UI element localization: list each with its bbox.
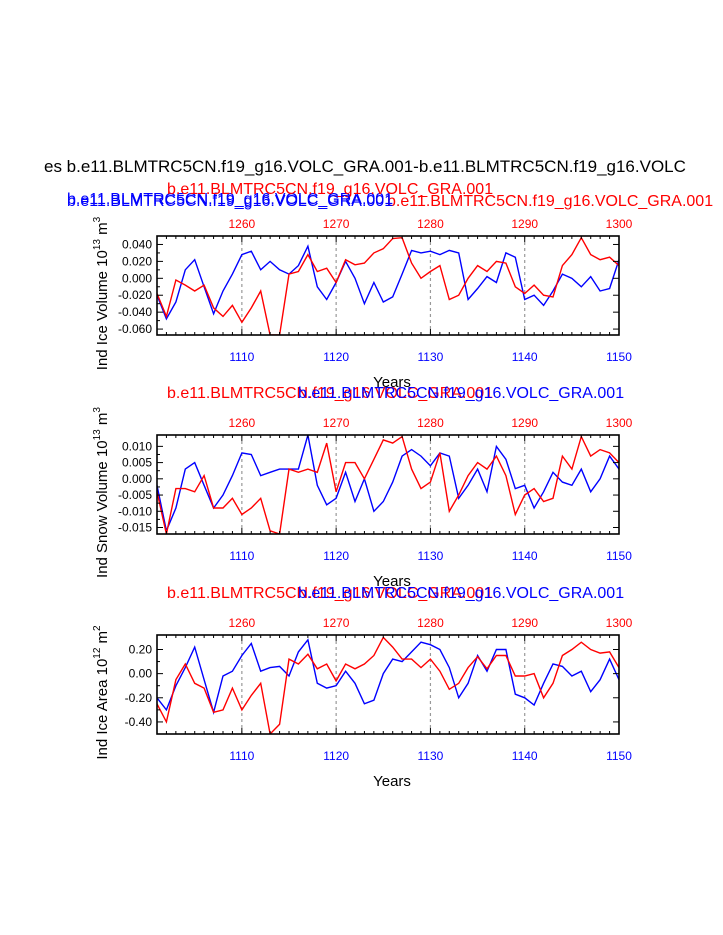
panel-1-bottom-tick-label: 1140 xyxy=(512,350,538,364)
panel-2-top-tick-label: 1300 xyxy=(606,416,633,430)
panel-ice-area: 1110 1120 1130 1140 1150 1260 1270 1280 1290 1300… xyxy=(92,585,633,790)
panel-1-series-blue-line xyxy=(157,244,619,321)
panel-2-bottom-tick-label: 1140 xyxy=(512,549,538,563)
panel-3-series-blue-line xyxy=(157,638,619,715)
panel-1-title-blue: b.e11.BLMTRC5CN.f19_g16.VOLC_GRA.001 xyxy=(67,193,393,210)
panel-1-top-tick-label: 1270 xyxy=(323,217,350,231)
panel-1-plot-frame xyxy=(156,235,620,336)
panel-2-y-tick-label: 0.010 xyxy=(122,439,152,453)
panel-3-bottom-tick-label: 1110 xyxy=(229,749,254,763)
panel-3-top-tick-label: 1300 xyxy=(606,616,633,630)
panel-1-y-tick-label: 0.000 xyxy=(122,271,152,285)
panel-snow-volume: 1110 1120 1130 1140 1150 1260 1270 1280 1290 1300… xyxy=(92,385,633,590)
panel-3-series-red-line xyxy=(157,636,619,734)
panel-3-top-tick-label: 1290 xyxy=(511,616,538,630)
panel-3-top-tick-label: 1280 xyxy=(417,616,444,630)
panel-3-top-tick-label: 1270 xyxy=(323,616,350,630)
panel-2-bottom-tick-label: 1120 xyxy=(323,549,349,563)
panel-1-x-axis-label: Years xyxy=(373,374,411,391)
panel-3-y-tick-label: 0.00 xyxy=(129,667,153,681)
panel-3-x-axis-label: Years xyxy=(373,773,411,790)
panel-2-series-blue-line xyxy=(157,435,619,534)
panel-2-bottom-tick-label: 1150 xyxy=(606,549,632,563)
panel-1-bottom-tick-label: 1110 xyxy=(229,350,254,364)
panel-2-bottom-tick-label: 1130 xyxy=(418,549,444,563)
panel-3-y-tick-label: -0.20 xyxy=(125,691,153,705)
panel-3-top-tick-label: 1260 xyxy=(229,616,256,630)
panel-1-y-tick-label: 0.020 xyxy=(122,254,152,268)
panel-2-y-tick-label: 0.005 xyxy=(122,456,152,470)
panel-2-y-tick-label: -0.015 xyxy=(118,521,152,535)
panel-3-bottom-tick-label: 1130 xyxy=(418,749,444,763)
panel-ice-volume: 1110 1120 1130 1140 1150 1260 1270 1280 1290 1300… xyxy=(67,181,633,391)
panel-1-y-tick-label: -0.040 xyxy=(118,305,152,319)
page-title: es b.e11.BLMTRC5CN.f19_g16.VOLC_GRA.001-… xyxy=(44,157,686,176)
panel-3-title-red: b.e11.BLMTRC5CN.f19_g16.VOLC_GRA.001 xyxy=(167,585,493,602)
panel-2-series-red-line xyxy=(157,435,619,534)
panel-3-bottom-tick-label: 1120 xyxy=(323,749,349,763)
panel-1-title-red-extra: b.e11.BLMTRC5CN.f19_g16.VOLC_GRA.001 xyxy=(387,193,713,210)
panel-1-bottom-tick-label: 1130 xyxy=(418,350,444,364)
panel-2-top-tick-label: 1290 xyxy=(511,416,538,430)
panel-3-y-tick-label: 0.20 xyxy=(129,642,153,656)
panel-1-series-red-line xyxy=(157,236,619,335)
panel-2-top-tick-label: 1260 xyxy=(229,416,256,430)
panel-1-top-tick-label: 1290 xyxy=(511,217,538,231)
panel-1-bottom-tick-label: 1120 xyxy=(323,350,349,364)
panel-2-bottom-tick-label: 1110 xyxy=(229,549,254,563)
panel-1-y-tick-label: 0.040 xyxy=(122,237,152,251)
panel-2-y-tick-label: -0.010 xyxy=(118,504,152,518)
panel-3-plot-frame xyxy=(156,634,620,735)
panel-3-title-blue: b.e11.BLMTRC5CN.f19_g16.VOLC_GRA.001 xyxy=(298,585,624,602)
panel-1-y-tick-label: -0.020 xyxy=(118,288,152,302)
panel-2-title-blue: b.e11.BLMTRC5CN.f19_g16.VOLC_GRA.001 xyxy=(298,385,624,402)
panel-2-plot-frame xyxy=(156,434,620,535)
panel-1-y-axis-label: Ind Ice Volume 1013 m3 xyxy=(92,216,111,370)
panel-1-y-tick-label: -0.060 xyxy=(118,322,152,336)
panel-2-x-axis-label: Years xyxy=(373,573,411,590)
panel-3-y-tick-label: -0.40 xyxy=(125,715,153,729)
panel-3-bottom-tick-label: 1140 xyxy=(512,749,538,763)
panel-1-top-tick-label: 1260 xyxy=(229,217,256,231)
panel-2-y-axis-label: Ind Snow Volume 1013 m3 xyxy=(92,407,111,578)
panel-3-y-axis-label: Ind Ice Area 1012 m2 xyxy=(92,625,111,760)
panel-2-title-red: b.e11.BLMTRC5CN.f19_g16.VOLC_GRA.001 xyxy=(167,385,493,402)
panel-3-bottom-tick-label: 1150 xyxy=(606,749,632,763)
panel-1-title-red: b.e11.BLMTRC5CN.f19_g16.VOLC_GRA.001 xyxy=(167,181,493,198)
panel-2-y-tick-label: -0.005 xyxy=(118,488,152,502)
panel-2-top-tick-label: 1280 xyxy=(417,416,444,430)
panel-1-top-tick-label: 1280 xyxy=(417,217,444,231)
panel-1-bottom-tick-label: 1150 xyxy=(606,350,632,364)
panel-2-top-tick-label: 1270 xyxy=(323,416,350,430)
panel-2-y-tick-label: 0.000 xyxy=(122,472,152,486)
panel-1-title-blue-extra: b.e11.BLMTRC5CN.f19_g16.VOLC_GRA.001 xyxy=(67,191,393,208)
panel-1-top-tick-label: 1300 xyxy=(606,217,633,231)
